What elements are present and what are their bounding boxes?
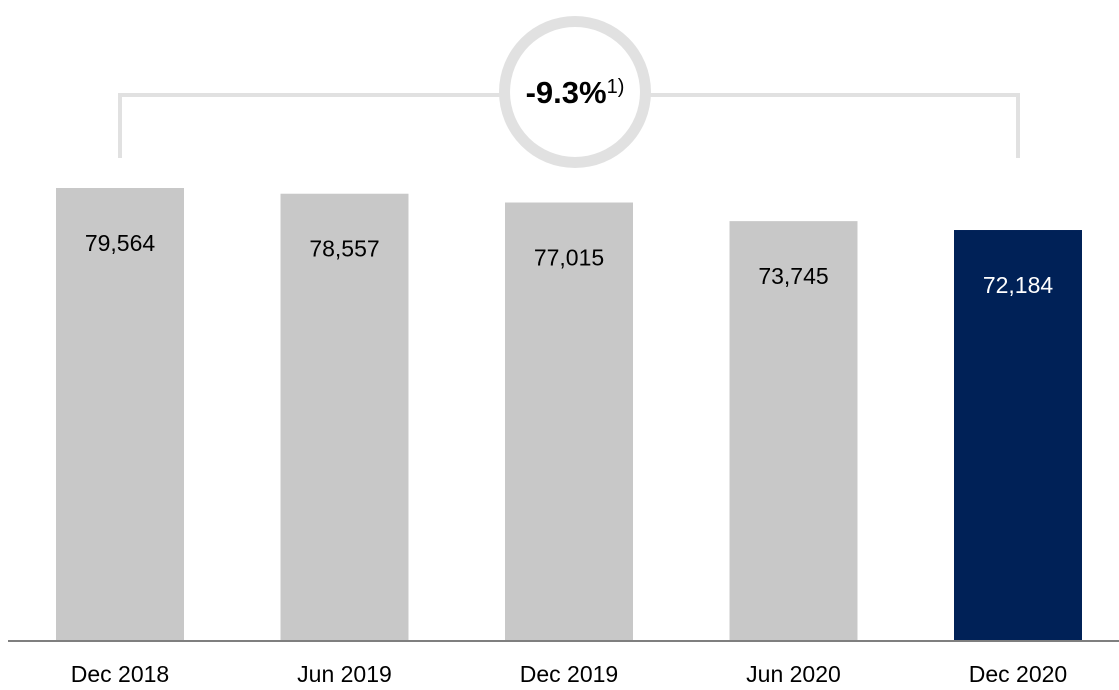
- x-tick-label-dec-2018: Dec 2018: [71, 661, 169, 687]
- bar-dec-2018: [56, 188, 184, 641]
- bars: [56, 188, 1082, 641]
- value-label-dec-2019: 77,015: [534, 245, 604, 271]
- change-badge-text: -9.3%1): [526, 75, 625, 110]
- bar-dec-2019: [505, 202, 633, 641]
- value-label-jun-2020: 73,745: [758, 263, 828, 289]
- x-tick-label-dec-2019: Dec 2019: [520, 661, 618, 687]
- value-label-jun-2019: 78,557: [309, 236, 379, 262]
- change-footnote: 1): [607, 76, 625, 98]
- bar-dec-2020: [954, 230, 1082, 641]
- x-tick-labels: Dec 2018 Jun 2019 Dec 2019 Jun 2020 Dec 2020: [71, 661, 1067, 687]
- x-tick-label-jun-2019: Jun 2019: [297, 661, 392, 687]
- bar-jun-2019: [280, 193, 409, 641]
- x-tick-label-dec-2020: Dec 2020: [969, 661, 1067, 687]
- value-labels: 79,564 78,557 77,015 73,745 72,184: [85, 230, 1054, 298]
- value-label-dec-2018: 79,564: [85, 230, 156, 256]
- bar-jun-2020: [729, 221, 858, 641]
- change-bracket: -9.3%1): [118, 16, 1020, 168]
- change-value: -9.3%: [526, 75, 607, 110]
- x-tick-label-jun-2020: Jun 2020: [746, 661, 841, 687]
- value-label-dec-2020: 72,184: [983, 272, 1054, 298]
- change-badge-inner: [514, 31, 636, 153]
